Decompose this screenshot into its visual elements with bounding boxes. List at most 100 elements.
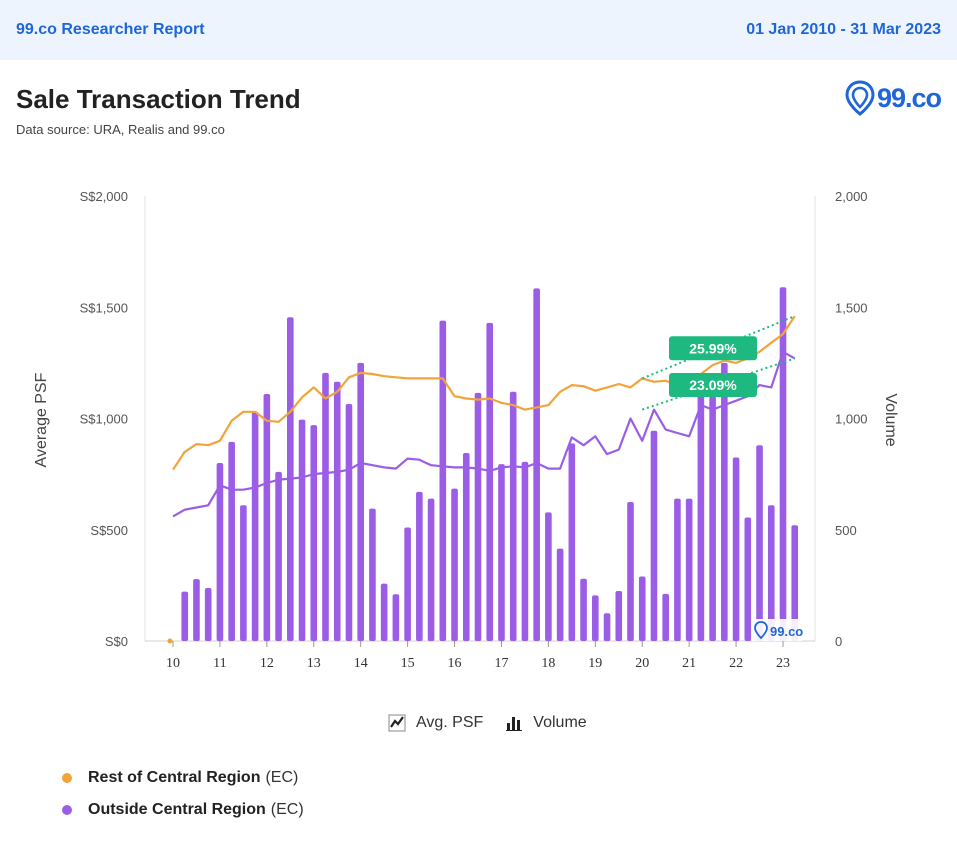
tick-labels: S$0 S$500 S$1,000 S$1,500 S$2,000 0 500 1,000 1,… bbox=[80, 189, 868, 671]
legend-volume-label: Volume bbox=[533, 714, 587, 731]
axes bbox=[144, 196, 816, 642]
x-tick-4: 14 bbox=[354, 656, 368, 671]
location-pin-icon bbox=[845, 80, 875, 116]
y-right-tick-4: 2,000 bbox=[835, 189, 868, 204]
y-axis-left-label: Average PSF bbox=[33, 372, 50, 467]
volume-bar-42 bbox=[662, 593, 669, 641]
location-pin-icon bbox=[754, 621, 768, 640]
x-tick-7: 17 bbox=[494, 656, 508, 671]
volume-bar-12 bbox=[310, 425, 318, 641]
legend-series-suffix: (EC) bbox=[265, 769, 299, 786]
volume-bar-1 bbox=[181, 591, 189, 641]
volume-bar-8 bbox=[263, 394, 271, 641]
x-tick-8: 18 bbox=[541, 656, 555, 671]
volume-bar-24 bbox=[451, 488, 458, 641]
volume-bar-29 bbox=[509, 391, 517, 641]
volume-bar-36 bbox=[592, 595, 599, 641]
y-right-tick-1: 500 bbox=[835, 523, 857, 538]
line-chart-icon bbox=[388, 714, 406, 732]
volume-bar-53 bbox=[791, 525, 799, 641]
x-tick-3: 13 bbox=[307, 656, 321, 671]
y-right-tick-2: 1,000 bbox=[835, 412, 868, 427]
growth-label-0: 25.99% bbox=[689, 340, 737, 356]
report-header: 99.co Researcher Report 01 Jan 2010 - 31… bbox=[0, 0, 957, 60]
volume-bar-3 bbox=[204, 588, 212, 641]
y-right-tick-3: 1,500 bbox=[835, 300, 868, 315]
volume-bar-26 bbox=[474, 392, 482, 641]
volume-bar-17 bbox=[369, 508, 376, 641]
volume-bar-35 bbox=[580, 578, 587, 641]
series-line-1 bbox=[172, 350, 796, 518]
volume-bar-22 bbox=[427, 498, 435, 641]
volume-bar-5 bbox=[228, 441, 235, 641]
volume-bar-19 bbox=[392, 594, 400, 641]
brand-logo: 99.co bbox=[845, 80, 942, 116]
legend-dot-orange bbox=[62, 773, 72, 783]
volume-bar-20 bbox=[404, 527, 411, 641]
y-left-tick-1: S$500 bbox=[90, 523, 128, 538]
volume-bar-30 bbox=[521, 461, 529, 641]
chart-title: Sale Transaction Trend bbox=[16, 84, 301, 114]
legend-avg-psf-label: Avg. PSF bbox=[416, 714, 484, 731]
watermark-text: 99.co bbox=[770, 624, 803, 639]
volume-bar-11 bbox=[298, 419, 306, 641]
growth-annotations: 25.99% 23.09% bbox=[641, 315, 796, 411]
volume-bar-45 bbox=[697, 392, 705, 641]
volume-bar-49 bbox=[744, 517, 752, 641]
x-tick-0: 10 bbox=[166, 656, 180, 671]
legend-series-suffix: (EC) bbox=[270, 801, 304, 818]
volume-bar-34 bbox=[568, 443, 576, 641]
legend-avg-psf[interactable]: Avg. PSF bbox=[388, 714, 483, 732]
volume-bar-21 bbox=[416, 491, 423, 641]
volume-bar-37 bbox=[603, 613, 611, 641]
volume-bar-14 bbox=[333, 381, 341, 641]
volume-bar-32 bbox=[545, 512, 552, 641]
y-axis-right-label: Volume bbox=[882, 393, 899, 446]
chart-type-legend: Avg. PSF Volume bbox=[388, 714, 587, 732]
volume-bar-15 bbox=[345, 404, 353, 641]
growth-badge-1 bbox=[669, 373, 757, 398]
x-tick-11: 21 bbox=[682, 656, 696, 671]
growth-label-1: 23.09% bbox=[689, 377, 737, 393]
volume-bar-2 bbox=[193, 579, 200, 641]
legend-dot-purple bbox=[62, 805, 72, 815]
x-tick-13: 23 bbox=[776, 656, 790, 671]
volume-bar-13 bbox=[322, 372, 329, 641]
legend-outside-central[interactable]: Outside Central Region (EC) bbox=[62, 794, 304, 826]
sale-transaction-chart: Average PSF Volume 25.99% 23.09% S$0 S$500… bbox=[33, 189, 899, 671]
y-left-tick-2: S$1,000 bbox=[80, 412, 128, 427]
y-left-tick-4: S$2,000 bbox=[80, 189, 128, 204]
report-brand: 99.co Researcher Report bbox=[16, 21, 205, 38]
legend-series-name: Rest of Central Region bbox=[88, 769, 261, 786]
x-tick-9: 19 bbox=[588, 656, 602, 671]
legend-volume[interactable]: Volume bbox=[505, 714, 587, 732]
volume-bars bbox=[181, 287, 799, 641]
series-legend: Rest of Central Region (EC) Outside Cent… bbox=[62, 762, 304, 826]
volume-bar-44 bbox=[685, 498, 693, 641]
volume-bar-48 bbox=[732, 457, 740, 641]
volume-bar-41 bbox=[650, 430, 658, 641]
volume-bar-27 bbox=[486, 322, 494, 641]
volume-bar-46 bbox=[709, 396, 716, 641]
chart-watermark: 99.co bbox=[752, 619, 803, 641]
volume-bar-40 bbox=[638, 576, 646, 641]
legend-series-name: Outside Central Region bbox=[88, 801, 266, 818]
legend-rest-of-central[interactable]: Rest of Central Region (EC) bbox=[62, 762, 304, 794]
start-marker bbox=[167, 638, 173, 644]
x-tick-5: 15 bbox=[401, 656, 415, 671]
volume-bar-38 bbox=[615, 590, 623, 641]
volume-bar-51 bbox=[767, 505, 775, 641]
volume-bar-16 bbox=[357, 362, 364, 641]
growth-badge-0 bbox=[669, 336, 757, 361]
volume-bar-47 bbox=[721, 362, 728, 641]
volume-bar-33 bbox=[556, 548, 564, 641]
volume-bar-18 bbox=[380, 583, 388, 641]
y-right-tick-0: 0 bbox=[835, 634, 842, 649]
data-source: Data source: URA, Realis and 99.co bbox=[16, 122, 225, 137]
bar-chart-icon bbox=[506, 717, 523, 731]
volume-bar-7 bbox=[251, 411, 259, 641]
logo-text: 99.co bbox=[876, 82, 942, 113]
volume-bar-9 bbox=[275, 471, 282, 641]
x-tick-2: 12 bbox=[260, 656, 274, 671]
report-date-range: 01 Jan 2010 - 31 Mar 2023 bbox=[746, 21, 941, 38]
